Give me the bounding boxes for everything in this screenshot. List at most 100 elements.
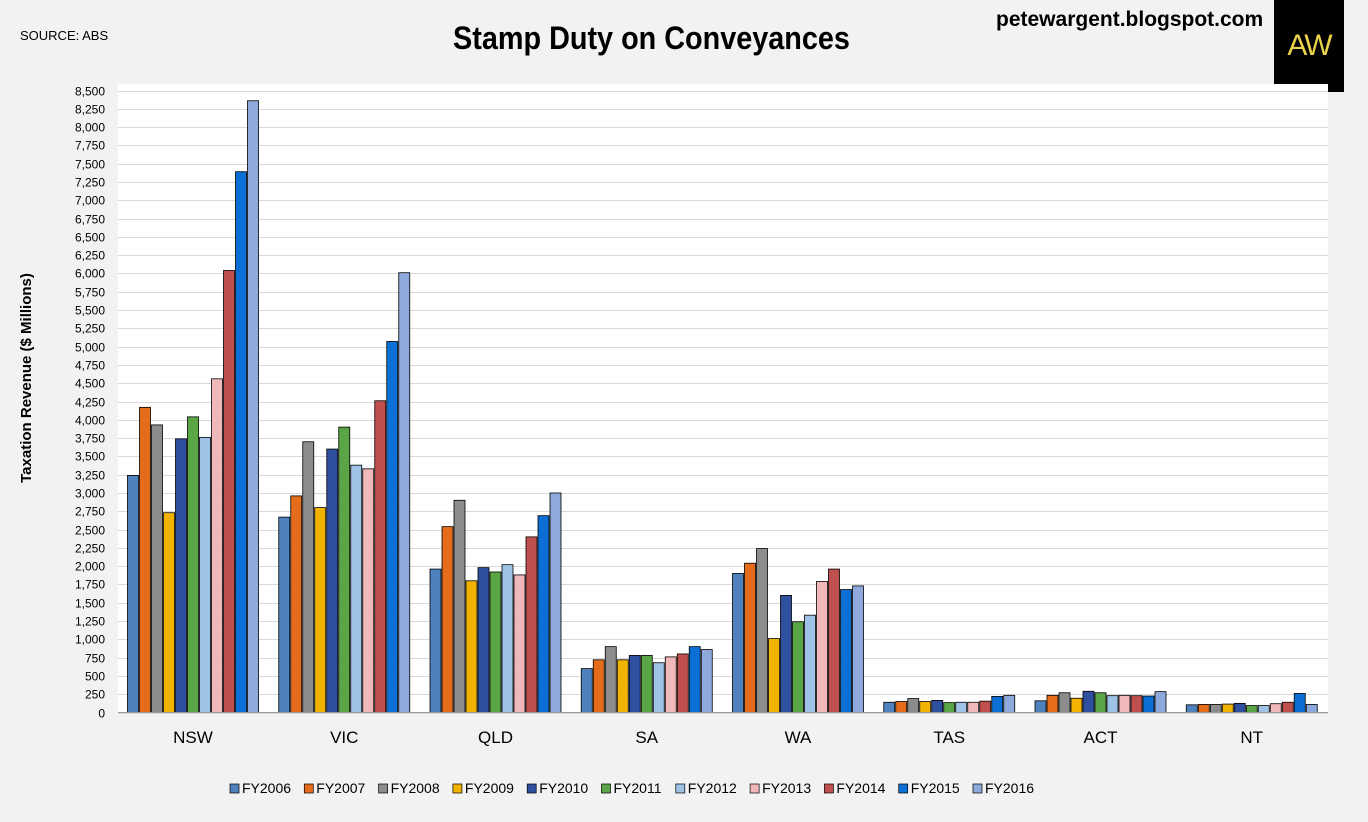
- y-tick-label: 2,250: [75, 542, 105, 556]
- bar-wa-fy2011: [792, 621, 804, 713]
- legend-label: FY2015: [911, 780, 960, 796]
- x-category-label: QLD: [478, 728, 513, 747]
- source-note: SOURCE: ABS: [20, 28, 109, 43]
- y-tick-label: 1,500: [75, 597, 105, 611]
- bar-nt-fy2007: [1197, 704, 1210, 713]
- bar-act-fy2015: [1142, 695, 1155, 713]
- bar-tas-fy2007: [895, 701, 908, 713]
- legend-label: FY2012: [688, 780, 737, 796]
- bar-sa-fy2016: [700, 649, 713, 713]
- legend-label: FY2011: [614, 780, 662, 796]
- y-axis-label: Taxation Revenue ($ Millions): [18, 273, 35, 483]
- legend-swatch: [526, 783, 537, 794]
- bar-nt-fy2015: [1293, 693, 1306, 713]
- bar-nsw-fy2012: [199, 436, 211, 713]
- y-tick-label: 6,000: [75, 267, 105, 281]
- bar-vic-fy2008: [302, 441, 315, 713]
- y-tick-label: 2,000: [75, 560, 105, 574]
- bar-wa-fy2010: [780, 595, 792, 713]
- bar-qld-fy2011: [489, 571, 502, 713]
- legend-swatch: [229, 783, 240, 794]
- y-tick-label: 2,500: [75, 524, 105, 538]
- y-tick-label: 4,000: [75, 414, 105, 428]
- bar-nsw-fy2013: [211, 378, 223, 713]
- legend-label: FY2006: [242, 780, 291, 796]
- bar-tas-fy2009: [919, 701, 932, 713]
- y-tick-label: 250: [85, 688, 105, 702]
- bar-wa-fy2014: [828, 568, 840, 713]
- bar-tas-fy2015: [991, 696, 1004, 713]
- bar-nsw-fy2016: [247, 100, 259, 713]
- bar-sa-fy2007: [592, 659, 605, 713]
- bar-sa-fy2015: [688, 646, 701, 713]
- y-tick-label: 3,250: [75, 469, 105, 483]
- bar-act-fy2013: [1118, 694, 1131, 713]
- x-axis-categories: NSW VIC QLD SA WA TAS ACT NT: [173, 728, 1263, 747]
- bar-qld-fy2014: [525, 536, 538, 713]
- y-tick-label: 3,750: [75, 432, 105, 446]
- bar-vic-fy2012: [350, 464, 363, 713]
- bar-wa-fy2009: [768, 638, 780, 713]
- legend-label: FY2007: [316, 780, 365, 796]
- bar-act-fy2014: [1130, 695, 1143, 713]
- bar-tas-fy2013: [967, 701, 980, 713]
- y-tick-label: 4,750: [75, 359, 105, 373]
- bar-sa-fy2012: [652, 662, 665, 713]
- y-tick-label: 1,750: [75, 578, 105, 592]
- x-category-label: WA: [785, 728, 812, 747]
- bar-qld-fy2009: [465, 580, 478, 713]
- bar-qld-fy2012: [501, 564, 514, 713]
- bar-vic-fy2011: [338, 426, 351, 713]
- bar-vic-fy2014: [374, 400, 387, 713]
- y-tick-label: 6,250: [75, 249, 105, 263]
- bar-act-fy2007: [1046, 694, 1059, 713]
- bar-nsw-fy2011: [187, 416, 199, 713]
- y-tick-label: 4,250: [75, 396, 105, 410]
- legend-swatch: [303, 783, 314, 794]
- bar-tas-fy2014: [979, 700, 992, 713]
- legend-label: FY2009: [465, 780, 514, 796]
- aw-logo: AW: [1274, 0, 1344, 92]
- bar-qld-fy2015: [537, 515, 550, 713]
- legend-swatch: [898, 783, 909, 794]
- bar-tas-fy2012: [955, 701, 968, 713]
- bar-sa-fy2008: [604, 646, 617, 713]
- x-category-label: VIC: [330, 728, 358, 747]
- bar-tas-fy2006: [883, 701, 896, 713]
- bar-wa-fy2016: [852, 585, 864, 713]
- chart-title: Stamp Duty on Conveyances: [453, 20, 850, 56]
- bar-vic-fy2007: [290, 495, 303, 713]
- y-tick-label: 8,500: [75, 85, 105, 99]
- bars: [127, 100, 1318, 713]
- y-tick-label: 7,250: [75, 176, 105, 190]
- bar-wa-fy2007: [744, 562, 756, 713]
- bar-tas-fy2010: [931, 700, 944, 713]
- legend-swatch: [452, 783, 463, 794]
- y-axis-ticks: 0 250 500 750 1,000 1,250 1,500 1,750 2,000 2,250…: [75, 85, 105, 721]
- bar-nsw-fy2007: [139, 406, 151, 713]
- bar-nsw-fy2014: [223, 270, 235, 713]
- legend-swatch: [601, 783, 611, 794]
- y-tick-label: 500: [85, 670, 105, 684]
- legend: FY2006 FY2007 FY2008 FY2009 FY2010 FY2011 FY20…: [229, 780, 1034, 796]
- x-category-label: NSW: [173, 728, 213, 747]
- y-tick-label: 5,000: [75, 341, 105, 355]
- y-tick-label: 6,750: [75, 213, 105, 227]
- bar-vic-fy2009: [314, 507, 327, 713]
- y-tick-label: 5,750: [75, 286, 105, 300]
- bar-nt-fy2012: [1257, 705, 1270, 713]
- bar-act-fy2012: [1106, 695, 1119, 713]
- bar-nt-fy2014: [1281, 701, 1294, 713]
- bar-sa-fy2009: [616, 659, 629, 713]
- bar-act-fy2006: [1034, 700, 1047, 713]
- y-tick-label: 7,500: [75, 158, 105, 172]
- bar-qld-fy2016: [549, 492, 562, 713]
- legend-swatch: [675, 783, 686, 794]
- y-tick-label: 1,000: [75, 633, 105, 647]
- bar-vic-fy2016: [398, 272, 411, 713]
- bar-wa-fy2008: [756, 548, 768, 713]
- bar-tas-fy2011: [943, 702, 956, 713]
- legend-label: FY2013: [762, 780, 811, 796]
- legend-swatch: [749, 783, 760, 794]
- bar-act-fy2009: [1070, 697, 1083, 713]
